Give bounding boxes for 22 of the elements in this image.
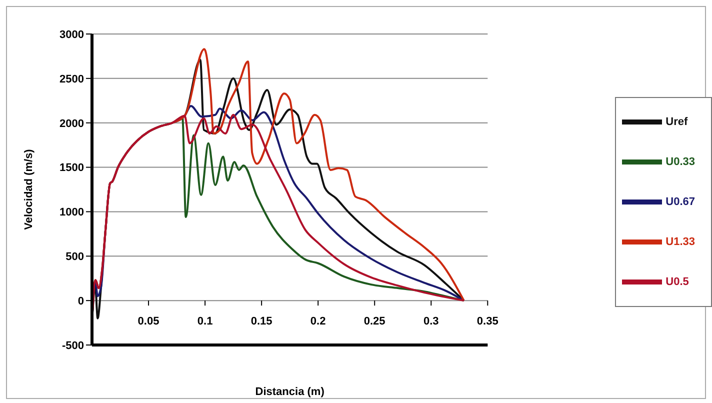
y-tick-label: 1000 bbox=[60, 206, 84, 219]
x-tick-label: 0.1 bbox=[197, 316, 213, 328]
y-tick-label: 0 bbox=[78, 295, 84, 308]
x-tick-label: 0.3 bbox=[423, 316, 439, 328]
y-tick-label: 2000 bbox=[60, 118, 84, 130]
legend-label: U1.33 bbox=[666, 235, 695, 248]
x-tick-label: 0.05 bbox=[138, 316, 160, 328]
legend-label: U0.5 bbox=[666, 275, 689, 288]
x-axis-title: Distancia (m) bbox=[255, 386, 325, 398]
x-tick-label: 0.15 bbox=[250, 316, 272, 328]
y-tick-label: 1500 bbox=[60, 162, 84, 174]
y-axis-title: Velocidad (m/s) bbox=[22, 148, 35, 230]
legend-label: Uref bbox=[666, 115, 688, 128]
x-tick-label: 0.2 bbox=[310, 316, 326, 328]
legend-label: U0.67 bbox=[666, 195, 695, 208]
y-tick-label: 3000 bbox=[60, 28, 84, 41]
x-tick-label: 0.35 bbox=[476, 316, 498, 328]
legend-label: U0.33 bbox=[666, 155, 695, 168]
y-tick-label: 500 bbox=[66, 251, 84, 264]
x-tick-label: 0.25 bbox=[364, 316, 386, 328]
y-tick-label: 2500 bbox=[60, 73, 84, 86]
y-tick-label: -500 bbox=[62, 340, 84, 352]
